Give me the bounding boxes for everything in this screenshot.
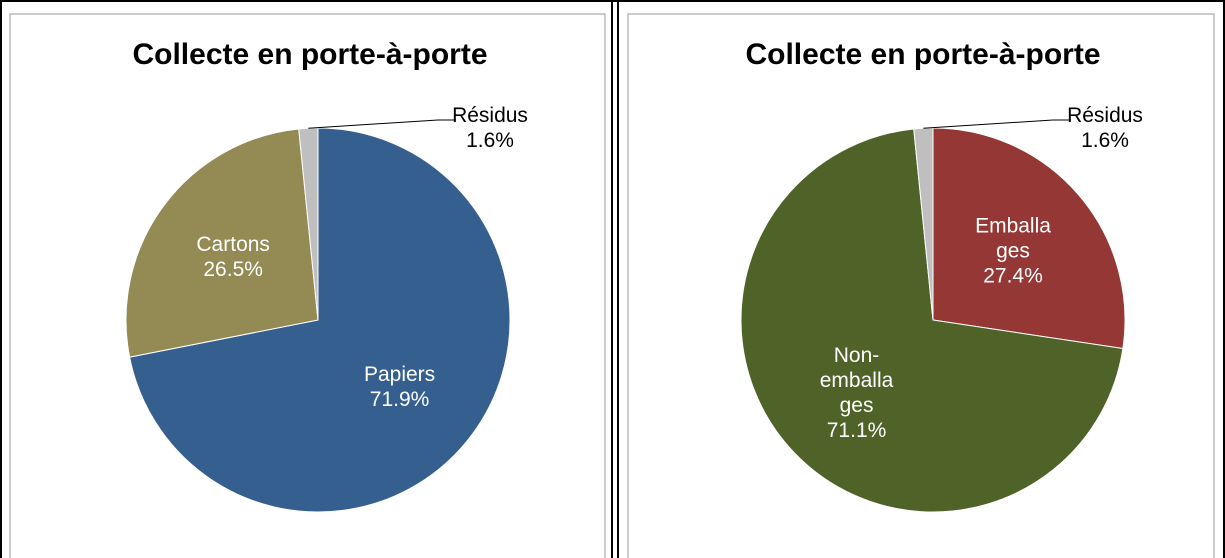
pie-slice xyxy=(932,127,1126,350)
value-label: 26.5% xyxy=(203,258,263,282)
category-label: Résidus xyxy=(452,104,528,127)
value-label: 71.1% xyxy=(826,418,887,442)
data-label: Papiers 71.9% xyxy=(364,362,435,412)
chart-title: Collecte en porte-à-porte xyxy=(132,38,488,71)
pie-slice xyxy=(129,127,511,513)
leader-line xyxy=(308,119,456,129)
panel-frame xyxy=(9,13,606,558)
pie-slice xyxy=(740,128,1124,513)
data-label: Résidus 1.6% xyxy=(1067,103,1143,153)
value-label: 1.6% xyxy=(1081,129,1129,152)
category-label: Non- emballa ges xyxy=(819,343,894,417)
pie-slice xyxy=(125,128,319,358)
category-label: Cartons xyxy=(196,233,270,257)
value-label: 1.6% xyxy=(466,129,514,152)
leader-line xyxy=(923,119,1071,129)
category-label: Papiers xyxy=(363,363,436,387)
panel-frame xyxy=(627,13,1215,558)
value-label: 27.4% xyxy=(983,264,1043,288)
data-label: Résidus 1.6% xyxy=(452,103,528,153)
category-label: Emballa ges xyxy=(975,214,1051,263)
chart-title: Collecte en porte-à-porte xyxy=(745,38,1101,71)
category-label: Résidus xyxy=(1067,104,1143,127)
data-label: Emballa ges 27.4% xyxy=(975,214,1051,289)
data-label: Non- emballa ges 71.1% xyxy=(820,343,894,443)
data-label: Cartons 26.5% xyxy=(196,232,270,282)
value-label: 71.9% xyxy=(369,388,430,412)
